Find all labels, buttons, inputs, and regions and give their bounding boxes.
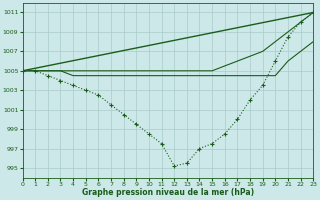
X-axis label: Graphe pression niveau de la mer (hPa): Graphe pression niveau de la mer (hPa) (82, 188, 254, 197)
